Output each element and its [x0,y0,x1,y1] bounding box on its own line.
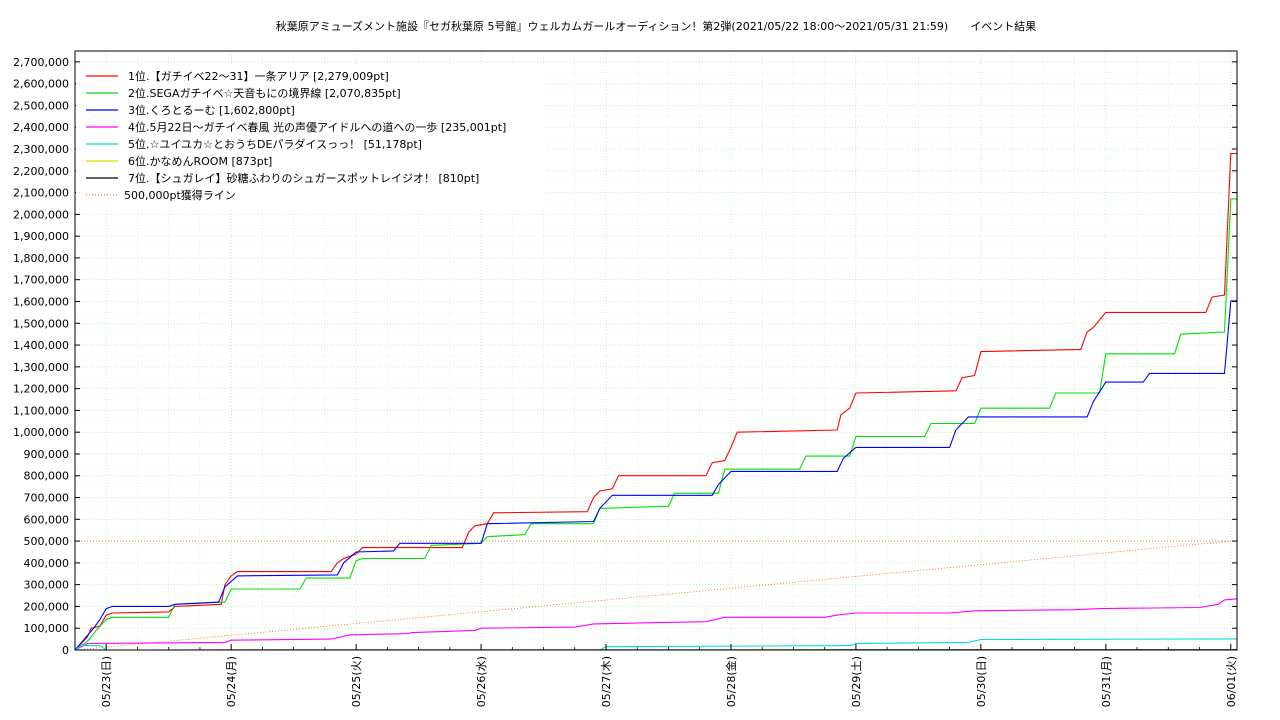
legend-label: 1位.【ガチイベ22〜31】一条アリア [2,279,009pt] [128,69,389,83]
x-tick-label: 05/26(水) [475,656,488,707]
y-tick-label: 300,000 [24,579,70,592]
x-tick-label: 05/30(日) [975,656,988,707]
y-tick-label: 1,800,000 [13,252,69,265]
legend-label: 7位.【シュガレイ】砂糖ふわりのシュガースポットレイジオ！ [810pt] [128,171,479,185]
y-tick-label: 400,000 [24,557,70,570]
legend-label: 5位.☆ユイユカ☆とおうちDEパラダイスっっ！ [51,178pt] [128,137,422,151]
x-tick-label: 06/01(火) [1225,656,1238,707]
y-tick-label: 2,600,000 [13,78,69,91]
y-tick-label: 1,600,000 [13,295,69,308]
y-tick-label: 1,500,000 [13,317,69,330]
legend-label: 500,000pt獲得ライン [124,189,236,202]
y-tick-label: 0 [62,644,69,657]
y-tick-label: 2,100,000 [13,187,69,200]
y-tick-label: 600,000 [24,513,70,526]
y-tick-label: 1,000,000 [13,426,69,439]
x-tick-label: 05/25(火) [350,656,363,707]
y-tick-label: 1,100,000 [13,404,69,417]
y-tick-label: 1,200,000 [13,383,69,396]
series-line-3 [74,300,1237,651]
y-tick-label: 2,000,000 [13,208,69,221]
x-tick-label: 05/28(金) [724,656,738,707]
x-tick-label: 05/29(土) [850,656,863,707]
y-tick-label: 2,400,000 [13,121,69,134]
y-tick-label: 1,300,000 [13,361,69,374]
y-tick-label: 2,300,000 [13,143,69,156]
legend-label: 3位.くろとるーむ [1,602,800pt] [128,103,295,117]
y-tick-label: 1,700,000 [13,274,69,287]
legend-label: 2位.SEGAガチイベ☆天音もにの境界線 [2,070,835pt] [128,86,401,100]
legend-label: 4位.5月22日〜ガチイベ春風 光の声優アイドルへの道への一歩 [235,001… [128,120,506,134]
y-tick-label: 1,900,000 [13,230,69,243]
plot-frame [74,50,1238,651]
x-tick-label: 05/27(木) [600,656,613,707]
chart-title: 秋葉原アミューズメント施設『セガ秋葉原 5号館』ウェルカムガールオーディション！… [276,19,1036,33]
y-tick-label: 900,000 [24,448,70,461]
legend-label: 6位.かなめんROOM [873pt] [128,154,272,168]
y-tick-label: 1,400,000 [13,339,69,352]
y-tick-label: 2,700,000 [13,56,69,69]
y-tick-label: 100,000 [24,622,70,635]
x-tick-label: 05/31(月) [1100,656,1113,707]
y-tick-label: 2,500,000 [13,99,69,112]
y-tick-label: 200,000 [24,600,70,613]
legend-box [76,66,546,210]
series-line-4 [74,598,1238,651]
y-tick-label: 700,000 [24,492,70,505]
x-tick-label: 05/23(日) [100,656,113,707]
y-tick-label: 800,000 [24,470,70,483]
series-line-1 [74,153,1237,651]
y-tick-label: 500,000 [24,535,70,548]
x-tick-label: 05/24(月) [225,656,238,707]
legend: 1位.【ガチイベ22〜31】一条アリア [2,279,009pt] 2位.SEGA… [76,66,546,210]
y-tick-label: 2,200,000 [13,165,69,178]
axes-layer: 0 100,000 200,000 300,000 400,000 500,000 600,… [13,50,1238,707]
